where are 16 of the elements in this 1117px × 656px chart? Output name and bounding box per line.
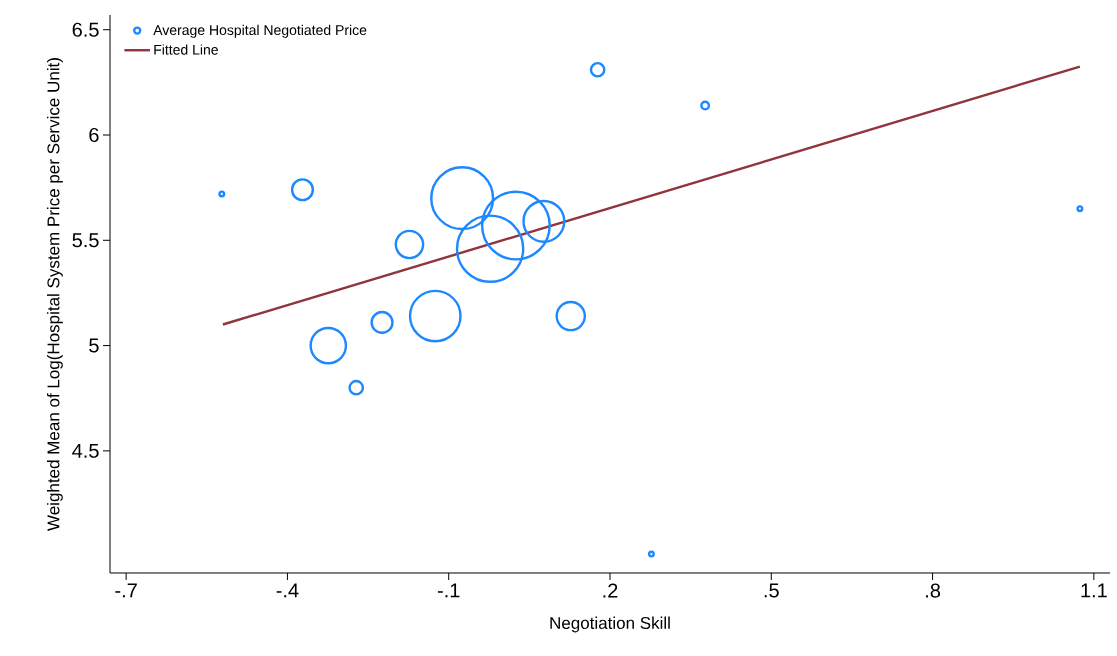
x-tick-label: .2 [603,583,618,598]
x-tick-label: -.1 [437,583,460,598]
x-tick-label: -.4 [276,583,299,598]
x-tick-label: -.7 [115,583,137,598]
legend-label: Fitted Line [154,44,218,55]
y-axis-title: Weighted Mean of Log(Hospital System Price per Service Unit) [46,58,63,531]
y-tick-label: 6 [89,127,99,143]
x-tick-label: 1.1 [1081,583,1107,598]
x-tick-label: .5 [764,583,779,598]
x-axis-title: Negotiation Skill [550,616,670,633]
x-tick-label: .8 [926,583,941,598]
y-tick-label: 6.5 [72,22,99,37]
y-tick-label: 4.5 [72,443,99,458]
legend-label: Average Hospital Negotiated Price [153,24,367,38]
y-tick-label: 5 [89,338,99,353]
y-tick-label: 5.5 [72,233,99,248]
